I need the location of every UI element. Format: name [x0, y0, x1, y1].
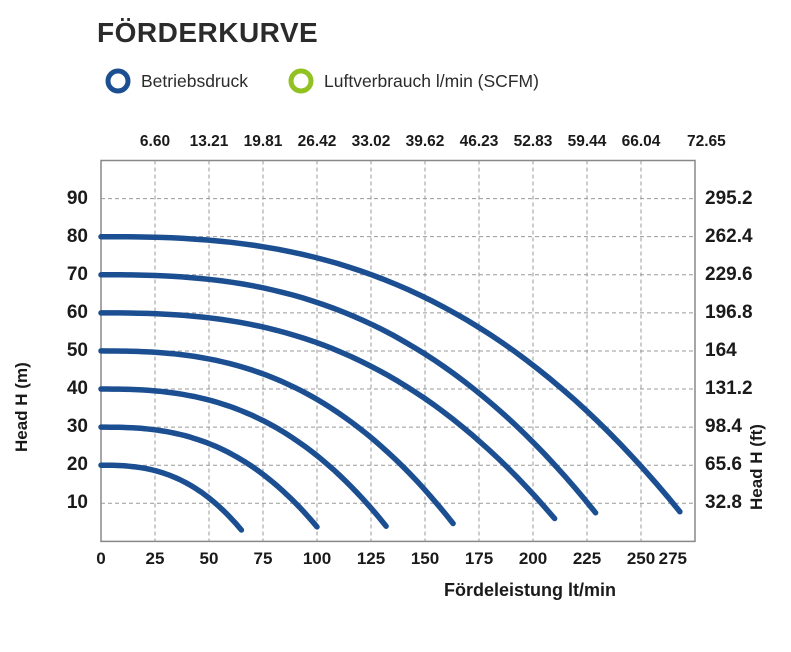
svg-text:175: 175	[465, 549, 493, 568]
svg-text:225: 225	[573, 549, 601, 568]
svg-text:20: 20	[67, 454, 88, 475]
svg-text:164: 164	[705, 340, 737, 361]
svg-text:FÖRDERKURVE: FÖRDERKURVE	[97, 17, 318, 48]
svg-text:Betriebsdruck: Betriebsdruck	[141, 71, 248, 91]
svg-text:30: 30	[67, 416, 88, 437]
svg-text:Head H (m): Head H (m)	[12, 362, 31, 452]
svg-text:26.42: 26.42	[298, 133, 337, 150]
svg-text:90: 90	[67, 188, 88, 209]
svg-text:19.81: 19.81	[244, 133, 283, 150]
svg-text:60: 60	[67, 302, 88, 323]
svg-text:25: 25	[146, 549, 165, 568]
svg-text:Luftverbrauch l/min (SCFM): Luftverbrauch l/min (SCFM)	[324, 71, 539, 91]
svg-text:80: 80	[67, 226, 88, 247]
svg-text:75: 75	[254, 549, 273, 568]
svg-text:275: 275	[659, 549, 687, 568]
svg-text:33.02: 33.02	[352, 133, 391, 150]
svg-text:50: 50	[67, 340, 88, 361]
svg-text:229.6: 229.6	[705, 264, 753, 285]
svg-text:131.2: 131.2	[705, 378, 753, 399]
svg-text:39.62: 39.62	[406, 133, 445, 150]
svg-text:70: 70	[67, 264, 88, 285]
svg-text:Head H (ft): Head H (ft)	[747, 424, 766, 510]
svg-text:32.8: 32.8	[705, 492, 742, 513]
svg-text:Fördeleistung lt/min: Fördeleistung lt/min	[444, 580, 616, 600]
svg-text:65.6: 65.6	[705, 454, 742, 475]
svg-text:72.65: 72.65	[687, 133, 726, 150]
svg-text:40: 40	[67, 378, 88, 399]
svg-text:13.21: 13.21	[190, 133, 229, 150]
svg-text:59.44: 59.44	[568, 133, 607, 150]
svg-text:66.04: 66.04	[622, 133, 661, 150]
svg-text:196.8: 196.8	[705, 302, 753, 323]
svg-text:6.60: 6.60	[140, 133, 170, 150]
svg-text:150: 150	[411, 549, 439, 568]
svg-text:50: 50	[200, 549, 219, 568]
svg-text:46.23: 46.23	[460, 133, 499, 150]
svg-text:98.4: 98.4	[705, 416, 742, 437]
svg-text:10: 10	[67, 492, 88, 513]
svg-text:295.2: 295.2	[705, 188, 753, 209]
svg-text:250: 250	[627, 549, 655, 568]
svg-text:262.4: 262.4	[705, 226, 753, 247]
svg-text:200: 200	[519, 549, 547, 568]
svg-text:52.83: 52.83	[514, 133, 553, 150]
svg-text:100: 100	[303, 549, 331, 568]
svg-text:0: 0	[96, 549, 105, 568]
svg-text:125: 125	[357, 549, 385, 568]
